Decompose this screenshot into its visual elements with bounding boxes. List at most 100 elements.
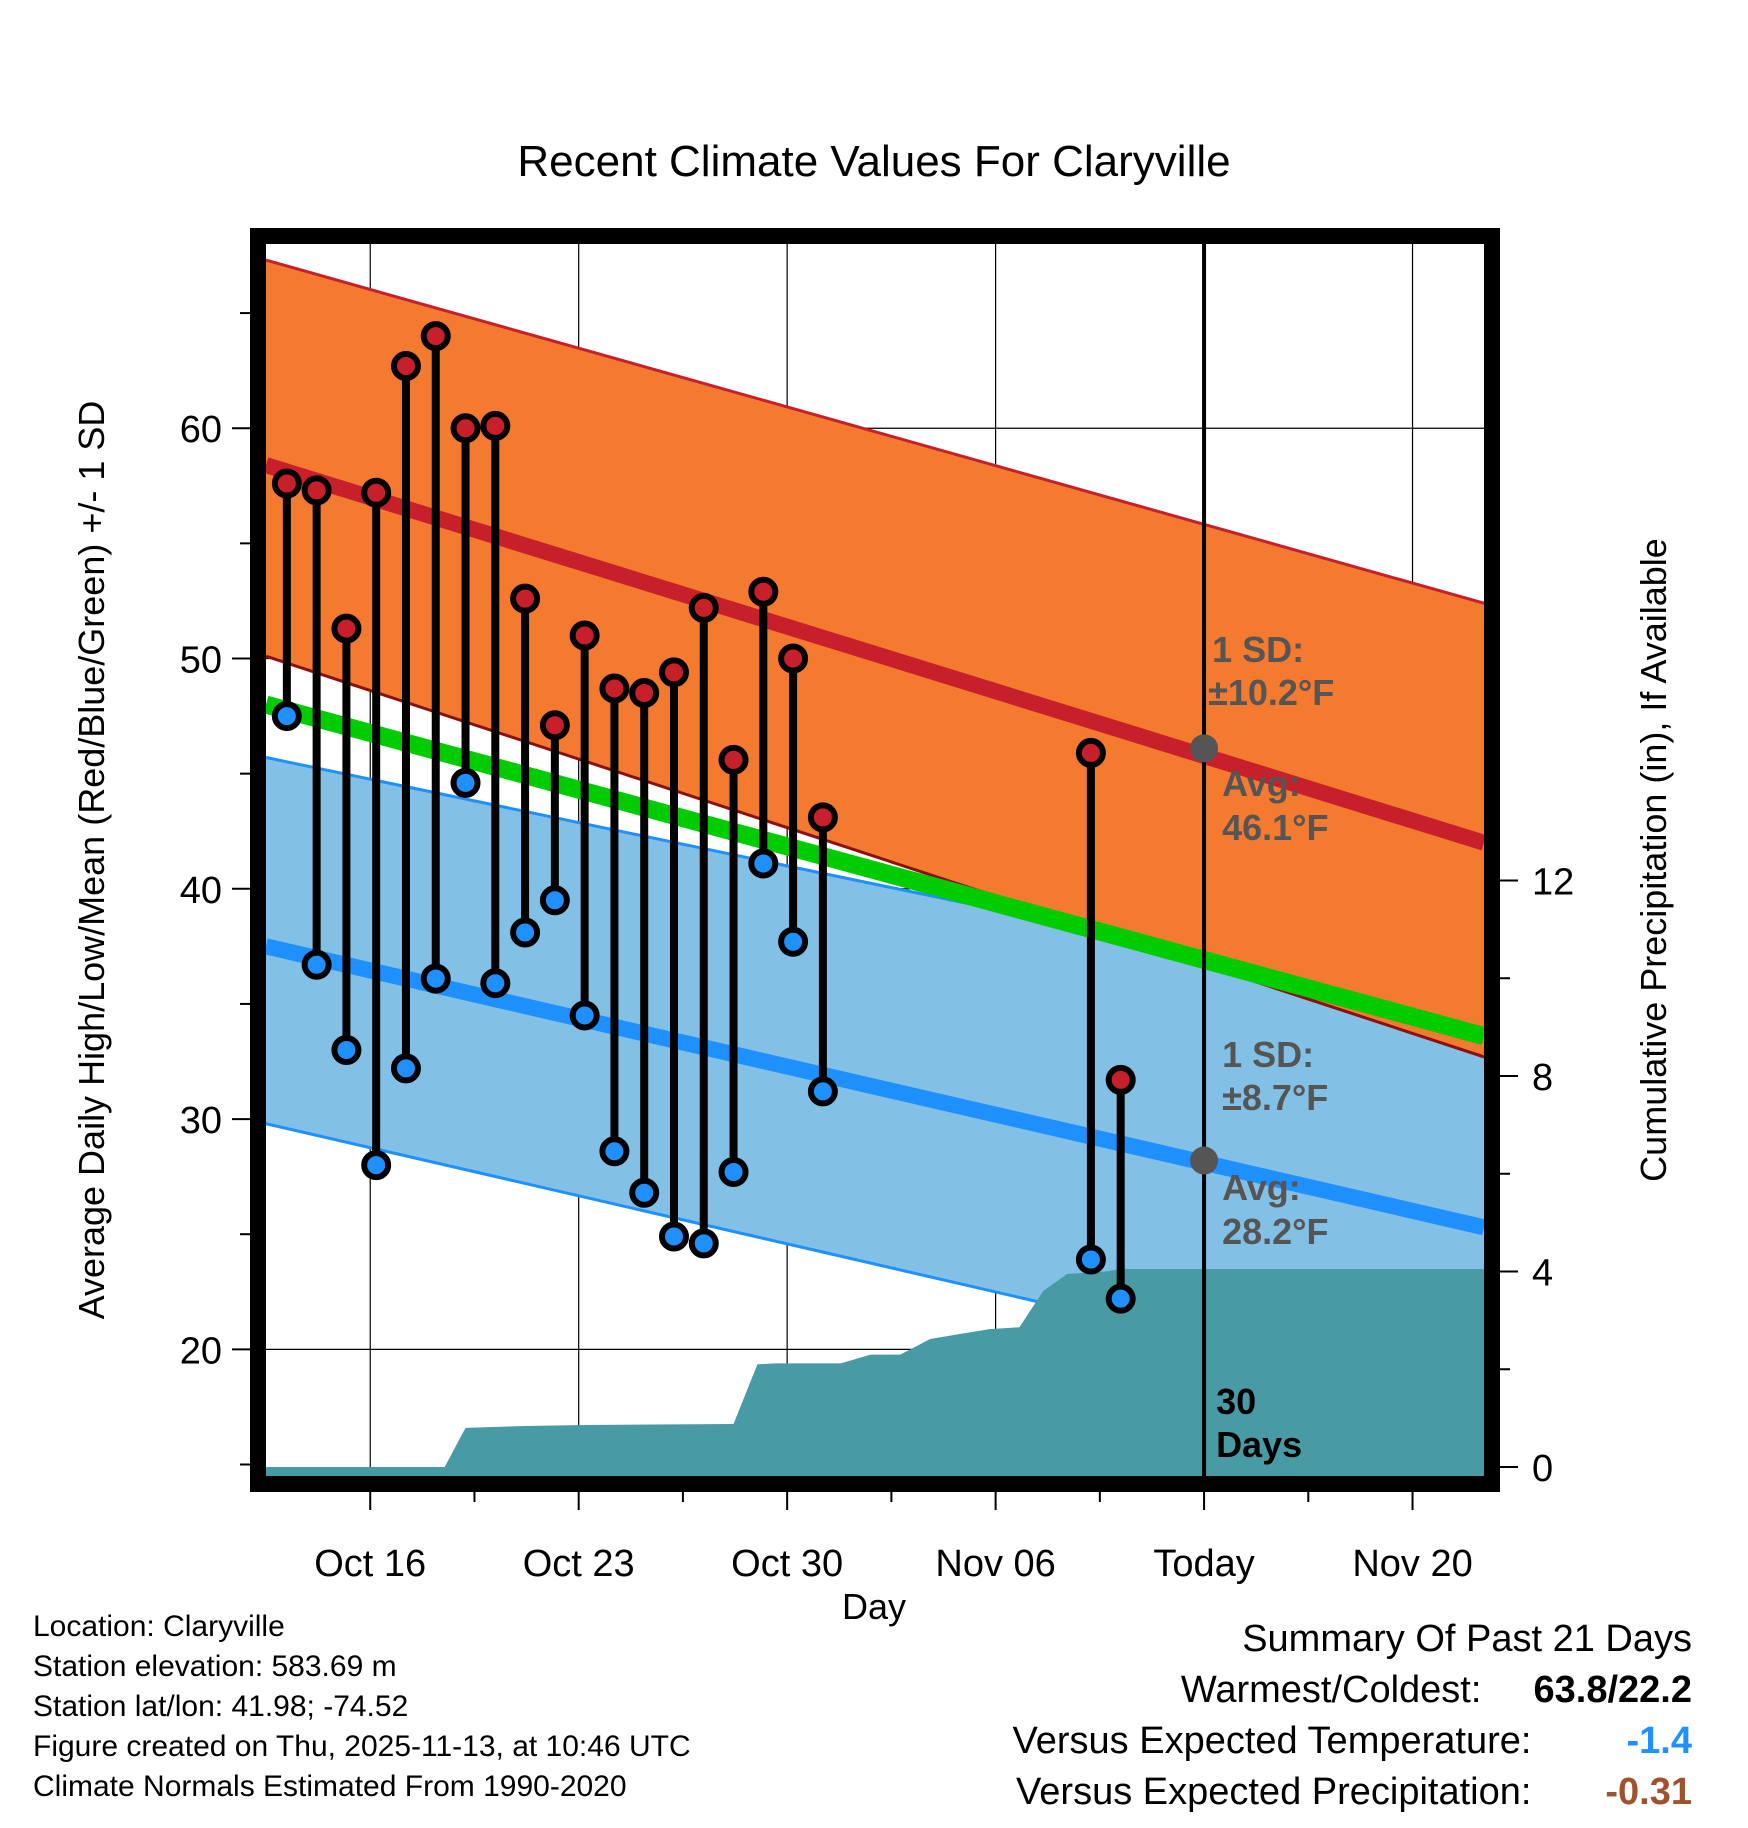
high-point: [420, 321, 451, 352]
location-text: Location: Claryville: [33, 1610, 285, 1643]
low-point: [807, 1076, 838, 1107]
low-point: [271, 701, 302, 732]
high-point: [778, 643, 809, 674]
plot-frame: [250, 228, 1500, 1492]
high-point: [450, 413, 481, 444]
high-point: [390, 351, 421, 382]
high-point: [569, 620, 600, 651]
low-point: [599, 1136, 630, 1167]
precip-value: -0.31: [1605, 1771, 1692, 1813]
high-point: [271, 468, 302, 499]
high-sd-label: 1 SD:: [1212, 629, 1304, 670]
low-point: [658, 1221, 689, 1252]
days-label-number: 30: [1216, 1381, 1256, 1422]
y-left-tick-label: 40: [180, 870, 222, 912]
y-axis-right-label: Cumulative Precipitation (in), If Availa…: [1633, 538, 1674, 1182]
x-tick-label: Nov 20: [1352, 1543, 1472, 1585]
low-point: [480, 968, 511, 999]
low-sd-label: 1 SD:: [1222, 1034, 1314, 1075]
created-text: Figure created on Thu, 2025-11-13, at 10…: [33, 1730, 691, 1763]
annotations: 1 SD: ±10.2°F Avg: 46.1°F 1 SD: ±8.7°F A…: [1208, 629, 1334, 1465]
low-point: [450, 767, 481, 798]
high-sd-value: ±10.2°F: [1208, 672, 1334, 713]
high-point: [1075, 737, 1106, 768]
precip-area: [266, 1269, 1484, 1476]
summary-panel: Summary Of Past 21 Days Warmest/Coldest:…: [1013, 1614, 1692, 1818]
temp-label: Versus Expected Temperature:: [1012, 1720, 1532, 1762]
warm-cold-row: Warmest/Coldest: 63.8/22.2: [1013, 1665, 1692, 1716]
low-point: [1075, 1244, 1106, 1275]
high-band-upper-edge: [266, 258, 1484, 605]
x-axis-label: Day: [842, 1586, 906, 1627]
high-point: [301, 475, 332, 506]
low-point: [420, 963, 451, 994]
low-point: [569, 1000, 600, 1031]
high-point: [599, 673, 630, 704]
high-point: [718, 744, 749, 775]
y-right-tick-label: 4: [1532, 1253, 1553, 1295]
chart-title: Recent Climate Values For Claryville: [517, 137, 1230, 186]
low-point: [688, 1228, 719, 1259]
daily-range-bars: [271, 321, 1136, 1314]
low-point: [539, 885, 570, 916]
low-point: [361, 1150, 392, 1181]
axes: Oct 16 Oct 23 Oct 30 Nov 06 Today Nov 20 20 30 4…: [180, 312, 1574, 1585]
precip-label: Versus Expected Precipitation:: [1016, 1771, 1532, 1813]
high-point: [688, 592, 719, 623]
low-point: [510, 917, 541, 948]
high-avg-today-dot: [1190, 734, 1219, 763]
x-tick-label: Oct 23: [523, 1543, 635, 1585]
low-point: [1105, 1283, 1136, 1314]
high-point: [1105, 1064, 1136, 1095]
warm-cold-label: Warmest/Coldest:: [1180, 1669, 1482, 1711]
low-avg-line: [266, 938, 1484, 1236]
y-left-tick-label: 30: [180, 1100, 222, 1142]
low-avg-value: 28.2°F: [1222, 1211, 1328, 1252]
low-point: [718, 1157, 749, 1188]
high-point: [807, 802, 838, 833]
temp-row: Versus Expected Temperature: -1.4: [1013, 1716, 1692, 1767]
low-point: [301, 949, 332, 980]
warm-cold-value: 63.8/22.2: [1533, 1669, 1692, 1711]
y-left-tick-label: 20: [180, 1330, 222, 1372]
y-left-tick-label: 50: [180, 640, 222, 682]
elevation-text: Station elevation: 583.69 m: [33, 1650, 397, 1683]
y-right-tick-label: 8: [1532, 1057, 1553, 1099]
days-label-word: Days: [1216, 1424, 1302, 1465]
y-right-tick-label: 12: [1532, 862, 1574, 904]
normals-text: Climate Normals Estimated From 1990-2020: [33, 1770, 627, 1803]
y-axis-left-label: Average Daily High/Low/Mean (Red/Blue/Gr…: [71, 401, 112, 1320]
y-right-tick-label: 0: [1532, 1448, 1553, 1490]
low-point: [629, 1177, 660, 1208]
high-point: [331, 613, 362, 644]
low-avg-today-dot: [1190, 1146, 1219, 1175]
low-point: [331, 1034, 362, 1065]
summary-title: Summary Of Past 21 Days: [1242, 1618, 1692, 1660]
precipitation-area: [266, 1269, 1484, 1476]
station-info: Location: Claryville Station elevation: …: [33, 1607, 691, 1807]
high-avg-value: 46.1°F: [1222, 807, 1328, 848]
y-left-tick-label: 60: [180, 409, 222, 451]
low-avg-label: Avg:: [1222, 1167, 1301, 1208]
latlon-text: Station lat/lon: 41.98; -74.52: [33, 1690, 409, 1723]
low-point: [778, 926, 809, 957]
low-point: [390, 1053, 421, 1084]
x-tick-label: Oct 16: [314, 1543, 426, 1585]
high-avg-label: Avg:: [1222, 763, 1301, 804]
x-tick-label: Today: [1153, 1543, 1254, 1585]
today-marker: [1190, 244, 1219, 1476]
high-point: [510, 583, 541, 614]
precip-row: Versus Expected Precipitation: -0.31: [1013, 1767, 1692, 1818]
high-point: [658, 657, 689, 688]
x-tick-label: Oct 30: [731, 1543, 843, 1585]
x-tick-label: Nov 06: [935, 1543, 1055, 1585]
high-point: [480, 410, 511, 441]
high-point: [748, 576, 779, 607]
high-point: [539, 710, 570, 741]
low-point: [748, 848, 779, 879]
low-sd-value: ±8.7°F: [1222, 1077, 1328, 1118]
high-point: [629, 678, 660, 709]
temp-value: -1.4: [1626, 1720, 1692, 1762]
high-point: [361, 477, 392, 508]
